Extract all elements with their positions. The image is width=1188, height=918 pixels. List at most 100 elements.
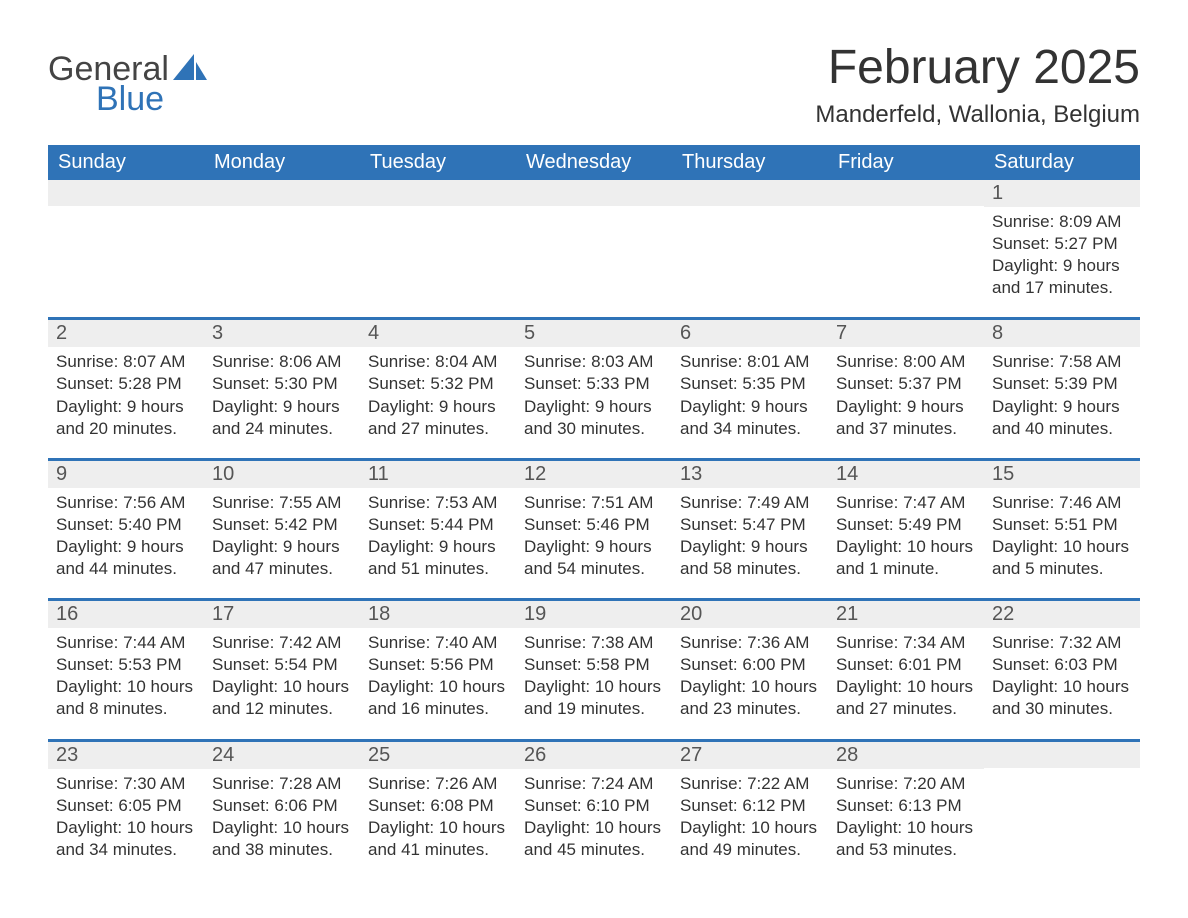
day-details: Sunrise: 7:24 AMSunset: 6:10 PMDaylight:… (516, 769, 672, 861)
day-details: Sunrise: 7:42 AMSunset: 5:54 PMDaylight:… (204, 628, 360, 720)
day-details: Sunrise: 8:06 AMSunset: 5:30 PMDaylight:… (204, 347, 360, 439)
sunset-value: 5:49 PM (898, 515, 961, 534)
day-number: 9 (48, 461, 204, 488)
sunset-value: 5:54 PM (274, 655, 337, 674)
sunrise-line: Sunrise: 8:09 AM (992, 211, 1132, 233)
sunset-line: Sunset: 6:13 PM (836, 795, 976, 817)
sunrise-line: Sunrise: 7:32 AM (992, 632, 1132, 654)
sunrise-label: Sunrise: (212, 352, 279, 371)
day-number: 10 (204, 461, 360, 488)
sunrise-line: Sunrise: 7:58 AM (992, 351, 1132, 373)
sunrise-line: Sunrise: 7:20 AM (836, 773, 976, 795)
daylight-label: Daylight: (836, 397, 907, 416)
day-number (360, 180, 516, 206)
day-cell: 15Sunrise: 7:46 AMSunset: 5:51 PMDayligh… (984, 461, 1140, 598)
daylight-line: Daylight: 9 hours and 37 minutes. (836, 396, 976, 440)
sunrise-line: Sunrise: 7:38 AM (524, 632, 664, 654)
sunset-line: Sunset: 6:05 PM (56, 795, 196, 817)
day-cell: 27Sunrise: 7:22 AMSunset: 6:12 PMDayligh… (672, 742, 828, 879)
sunrise-label: Sunrise: (368, 352, 435, 371)
sunrise-label: Sunrise: (212, 774, 279, 793)
calendar-week: 9Sunrise: 7:56 AMSunset: 5:40 PMDaylight… (48, 458, 1140, 598)
sunrise-line: Sunrise: 7:51 AM (524, 492, 664, 514)
sunrise-label: Sunrise: (992, 352, 1059, 371)
sunrise-label: Sunrise: (524, 633, 591, 652)
daylight-line: Daylight: 9 hours and 24 minutes. (212, 396, 352, 440)
day-details: Sunrise: 8:04 AMSunset: 5:32 PMDaylight:… (360, 347, 516, 439)
day-details: Sunrise: 7:55 AMSunset: 5:42 PMDaylight:… (204, 488, 360, 580)
sunset-value: 5:46 PM (586, 515, 649, 534)
sunset-label: Sunset: (680, 515, 742, 534)
day-details: Sunrise: 7:28 AMSunset: 6:06 PMDaylight:… (204, 769, 360, 861)
day-details: Sunrise: 7:44 AMSunset: 5:53 PMDaylight:… (48, 628, 204, 720)
daylight-label: Daylight: (680, 537, 751, 556)
day-cell: 12Sunrise: 7:51 AMSunset: 5:46 PMDayligh… (516, 461, 672, 598)
day-cell: 19Sunrise: 7:38 AMSunset: 5:58 PMDayligh… (516, 601, 672, 738)
day-details: Sunrise: 7:51 AMSunset: 5:46 PMDaylight:… (516, 488, 672, 580)
day-details: Sunrise: 7:38 AMSunset: 5:58 PMDaylight:… (516, 628, 672, 720)
daylight-line: Daylight: 10 hours and 38 minutes. (212, 817, 352, 861)
day-number: 20 (672, 601, 828, 628)
day-details: Sunrise: 7:34 AMSunset: 6:01 PMDaylight:… (828, 628, 984, 720)
day-number (48, 180, 204, 206)
sunset-label: Sunset: (836, 655, 898, 674)
day-cell: 13Sunrise: 7:49 AMSunset: 5:47 PMDayligh… (672, 461, 828, 598)
daylight-line: Daylight: 10 hours and 27 minutes. (836, 676, 976, 720)
day-cell: 7Sunrise: 8:00 AMSunset: 5:37 PMDaylight… (828, 320, 984, 457)
day-number: 28 (828, 742, 984, 769)
sunrise-value: 7:49 AM (747, 493, 809, 512)
day-number: 15 (984, 461, 1140, 488)
sunrise-line: Sunrise: 7:49 AM (680, 492, 820, 514)
sunset-value: 5:47 PM (742, 515, 805, 534)
sunrise-value: 7:26 AM (435, 774, 497, 793)
day-cell: 18Sunrise: 7:40 AMSunset: 5:56 PMDayligh… (360, 601, 516, 738)
day-details: Sunrise: 7:46 AMSunset: 5:51 PMDaylight:… (984, 488, 1140, 580)
sunset-value: 5:37 PM (898, 374, 961, 393)
day-number: 21 (828, 601, 984, 628)
day-cell (360, 180, 516, 317)
day-cell: 23Sunrise: 7:30 AMSunset: 6:05 PMDayligh… (48, 742, 204, 879)
day-details: Sunrise: 7:58 AMSunset: 5:39 PMDaylight:… (984, 347, 1140, 439)
sunset-line: Sunset: 6:06 PM (212, 795, 352, 817)
sunrise-label: Sunrise: (56, 633, 123, 652)
daylight-label: Daylight: (992, 537, 1063, 556)
sunrise-label: Sunrise: (992, 493, 1059, 512)
day-cell (48, 180, 204, 317)
daylight-line: Daylight: 9 hours and 51 minutes. (368, 536, 508, 580)
day-details: Sunrise: 8:07 AMSunset: 5:28 PMDaylight:… (48, 347, 204, 439)
sunrise-line: Sunrise: 7:42 AM (212, 632, 352, 654)
sunrise-value: 7:51 AM (591, 493, 653, 512)
sunrise-line: Sunrise: 8:00 AM (836, 351, 976, 373)
sunset-label: Sunset: (680, 374, 742, 393)
day-cell: 1Sunrise: 8:09 AMSunset: 5:27 PMDaylight… (984, 180, 1140, 317)
sunrise-value: 8:03 AM (591, 352, 653, 371)
sunset-line: Sunset: 5:53 PM (56, 654, 196, 676)
day-number (828, 180, 984, 206)
sunset-value: 5:32 PM (430, 374, 493, 393)
sunrise-label: Sunrise: (836, 774, 903, 793)
daylight-line: Daylight: 10 hours and 49 minutes. (680, 817, 820, 861)
day-details: Sunrise: 7:32 AMSunset: 6:03 PMDaylight:… (984, 628, 1140, 720)
day-details: Sunrise: 8:00 AMSunset: 5:37 PM Daylight:… (828, 347, 984, 439)
sunset-value: 6:08 PM (430, 796, 493, 815)
sunrise-value: 7:24 AM (591, 774, 653, 793)
day-cell (984, 742, 1140, 879)
day-details: Sunrise: 7:26 AMSunset: 6:08 PMDaylight:… (360, 769, 516, 861)
sunset-label: Sunset: (524, 655, 586, 674)
sunrise-value: 8:09 AM (1059, 212, 1121, 231)
daylight-label: Daylight: (56, 537, 127, 556)
day-cell: 20Sunrise: 7:36 AMSunset: 6:00 PMDayligh… (672, 601, 828, 738)
title-block: February 2025 Manderfeld, Wallonia, Belg… (815, 40, 1140, 129)
daylight-line: Daylight: 10 hours and 5 minutes. (992, 536, 1132, 580)
sunset-label: Sunset: (992, 515, 1054, 534)
daylight-label: Daylight: (56, 818, 127, 837)
day-details: Sunrise: 7:40 AMSunset: 5:56 PMDaylight:… (360, 628, 516, 720)
sunset-label: Sunset: (836, 374, 898, 393)
sunrise-value: 7:56 AM (123, 493, 185, 512)
sunset-value: 6:13 PM (898, 796, 961, 815)
daylight-line: Daylight: 9 hours and 58 minutes. (680, 536, 820, 580)
location-text: Manderfeld, Wallonia, Belgium (815, 101, 1140, 129)
sunset-label: Sunset: (368, 374, 430, 393)
daylight-line: Daylight: 9 hours and 30 minutes. (524, 396, 664, 440)
sunset-value: 5:44 PM (430, 515, 493, 534)
